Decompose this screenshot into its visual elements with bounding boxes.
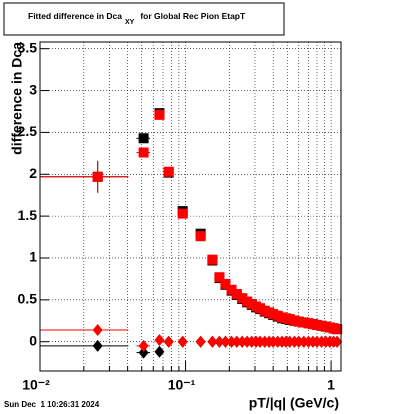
- title-box: [3, 2, 285, 36]
- diamond-marker: [293, 335, 304, 348]
- square-marker: [214, 272, 225, 283]
- square-marker: [332, 324, 343, 335]
- square-marker: [138, 133, 149, 144]
- y-tick-label: 2.5: [18, 123, 38, 139]
- square-marker: [293, 316, 304, 327]
- x-tick-label: 10⁻¹: [168, 377, 196, 393]
- diamond-marker: [214, 335, 225, 348]
- footer-date: Sun Dec 1 10:26:31 2024: [4, 400, 100, 409]
- y-tick-label: 0: [29, 332, 37, 348]
- square-marker: [207, 254, 218, 265]
- x-axis-label: pT/|q| (GeV/c): [249, 395, 339, 411]
- x-tick-label: 10⁻²: [22, 377, 50, 393]
- square-marker: [92, 171, 103, 182]
- diamond-marker: [177, 335, 188, 348]
- y-axis-label: difference in Dca: [9, 42, 25, 155]
- title-subscript: XY: [125, 19, 135, 26]
- diamond-marker: [220, 335, 231, 348]
- y-tick-label: 3.5: [18, 39, 38, 55]
- diamond-marker: [231, 335, 242, 348]
- y-tick-label: 0.5: [18, 291, 38, 307]
- square-marker: [220, 278, 231, 289]
- diamond-marker: [154, 345, 165, 358]
- diamond-marker: [92, 339, 103, 352]
- square-marker: [138, 147, 149, 158]
- diamond-marker: [138, 339, 149, 352]
- diamond-marker: [154, 334, 165, 347]
- frame: [39, 41, 342, 372]
- diamond-marker: [163, 335, 174, 348]
- diamond-marker: [195, 335, 206, 348]
- title-suffix: for Global Rec Pion EtapT: [140, 11, 246, 21]
- plot-area: [39, 42, 343, 371]
- x-tick-label: 1: [327, 377, 335, 393]
- y-tick-label: 1: [29, 249, 37, 265]
- square-marker: [163, 166, 174, 177]
- y-tick-label: 1.5: [18, 207, 38, 223]
- diamond-marker: [207, 335, 218, 348]
- y-tick-label: 2: [29, 165, 37, 181]
- diamond-marker: [92, 323, 103, 336]
- diamond-marker: [138, 346, 149, 359]
- title-main: Fitted difference in Dca: [28, 11, 122, 21]
- square-marker: [231, 288, 242, 299]
- y-tick-label: 3: [29, 81, 37, 97]
- chart-title: Fitted difference in DcaXY for Global Rec…: [28, 11, 246, 26]
- square-marker: [195, 231, 206, 242]
- diamond-marker: [332, 335, 343, 348]
- square-marker: [177, 208, 188, 219]
- square-marker: [154, 109, 165, 120]
- diamond-marker: [226, 335, 237, 348]
- square-marker: [226, 284, 237, 295]
